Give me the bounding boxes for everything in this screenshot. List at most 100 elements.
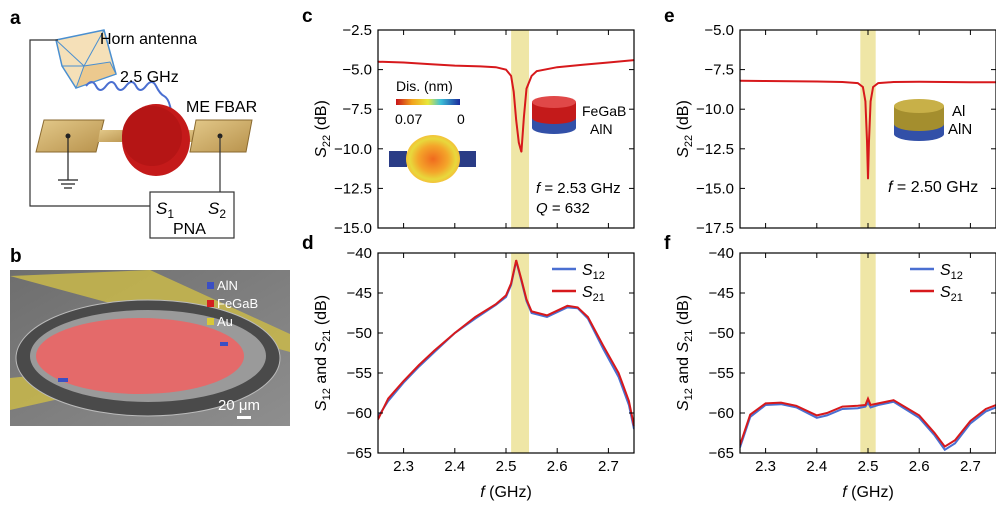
data-point: [862, 86, 864, 88]
horn-antenna-label: Horn antenna: [100, 31, 197, 48]
data-point: [454, 65, 456, 67]
data-point: [969, 81, 972, 83]
chart-c: −2.5 −5.0 −7.5 −10.0 −12.5 −15.0 c S22 (dB): [302, 6, 635, 237]
pna-label: PNA: [173, 221, 206, 238]
data-point: [985, 408, 987, 410]
legend-fegab: FeGaB: [217, 296, 258, 311]
data-point: [867, 178, 869, 180]
y-tick-label: −5.0: [342, 62, 372, 79]
data-point: [518, 141, 520, 144]
x-tick-label: 2.4: [444, 458, 465, 475]
data-point: [523, 116, 525, 118]
data-point: [780, 403, 782, 405]
data-point: [864, 404, 867, 406]
data-point: [602, 348, 604, 350]
horn-antenna-icon: [55, 29, 117, 89]
data-point: [872, 86, 874, 88]
data-point: [428, 63, 430, 65]
data-point: [869, 100, 872, 102]
data-point: [969, 422, 972, 424]
x-tick-label: 2.4: [806, 458, 827, 475]
data-point: [816, 80, 818, 83]
data-point: [826, 412, 828, 414]
pna-box: [149, 191, 235, 239]
fegab-aln-stack-icon: [532, 96, 576, 134]
data-point: [944, 449, 946, 451]
data-point: [918, 414, 920, 416]
data-point: [495, 303, 497, 305]
legend-label: S21: [582, 284, 605, 304]
panel-letter-c: c: [302, 6, 313, 27]
y-tick-label: −7.5: [704, 62, 734, 79]
aln-marker: [58, 378, 68, 382]
data-point: [765, 80, 767, 82]
y-tick-label: −17.5: [696, 220, 734, 237]
data-point: [954, 442, 956, 444]
y-tick-label: −45: [709, 285, 734, 302]
y-tick-label: −10.0: [334, 141, 372, 158]
data-point: [877, 82, 879, 84]
panel-a: a Horn antenna 2.5 GHz ME FBAR: [10, 8, 257, 239]
stack-top-label-c: FeGaB: [582, 103, 626, 119]
x-axis-label: f (GHz): [842, 484, 894, 501]
fbar-device-icon: [35, 104, 253, 206]
x-tick-label: 2.5: [858, 458, 879, 475]
x-tick-label: 2.7: [960, 458, 981, 475]
data-point: [867, 398, 869, 400]
data-point: [954, 439, 956, 441]
legend-label: S21: [940, 284, 963, 304]
y-tick-label: −2.5: [342, 22, 372, 39]
series-line-d-0: [378, 260, 634, 430]
data-point: [520, 151, 522, 153]
data-point: [387, 398, 389, 400]
data-point: [944, 446, 946, 448]
data-point: [780, 402, 782, 404]
data-point: [546, 314, 548, 316]
y-tick-label: −12.5: [334, 180, 372, 197]
data-point: [857, 82, 859, 84]
y-tick-label: −65: [709, 445, 734, 462]
data-point: [826, 414, 828, 416]
data-point: [520, 278, 522, 280]
panel-letter-a: a: [10, 8, 21, 29]
panel-letter-e: e: [664, 6, 675, 27]
data-point: [893, 81, 895, 83]
y-axis-label: S22 (dB): [675, 100, 695, 158]
data-point: [515, 259, 517, 261]
resonance-frequency-e: f = 2.50 GHz: [888, 179, 978, 196]
data-point: [510, 282, 512, 284]
resonance-band: [511, 253, 530, 453]
colorbar: [396, 99, 460, 105]
device-label: ME FBAR: [186, 99, 257, 116]
pna-s2-label: S2: [208, 199, 226, 221]
y-tick-label: −65: [347, 445, 372, 462]
data-point: [857, 405, 859, 407]
data-point: [877, 404, 879, 406]
resonance-band: [511, 30, 530, 228]
data-point: [582, 64, 584, 66]
data-point: [867, 402, 869, 404]
data-point: [893, 399, 895, 401]
inset-title: Dis. (nm): [396, 78, 453, 94]
data-point: [531, 312, 533, 314]
legend-au: Au: [217, 314, 233, 329]
scale-bar-label: 20 μm: [218, 397, 260, 414]
data-point: [816, 414, 818, 416]
data-point: [841, 406, 844, 408]
panel-b: b AlN FeGaB Au 20 μm: [10, 246, 290, 426]
y-axis-label: S22 (dB): [313, 100, 333, 158]
data-point: [495, 66, 497, 68]
aln-marker: [220, 342, 228, 346]
data-point: [505, 294, 507, 296]
frequency-label: 2.5 GHz: [120, 69, 179, 86]
resonance-frequency-c: f = 2.53 GHz: [536, 180, 621, 197]
stack-top-label-e: Al: [952, 103, 965, 120]
data-point: [877, 402, 879, 404]
data-point: [869, 404, 872, 406]
data-point: [587, 316, 589, 318]
y-tick-label: −5.0: [704, 22, 734, 39]
data-point: [841, 81, 844, 83]
legend-aln: AlN: [217, 278, 238, 293]
legend-label: S12: [582, 262, 605, 282]
data-point: [474, 316, 476, 318]
